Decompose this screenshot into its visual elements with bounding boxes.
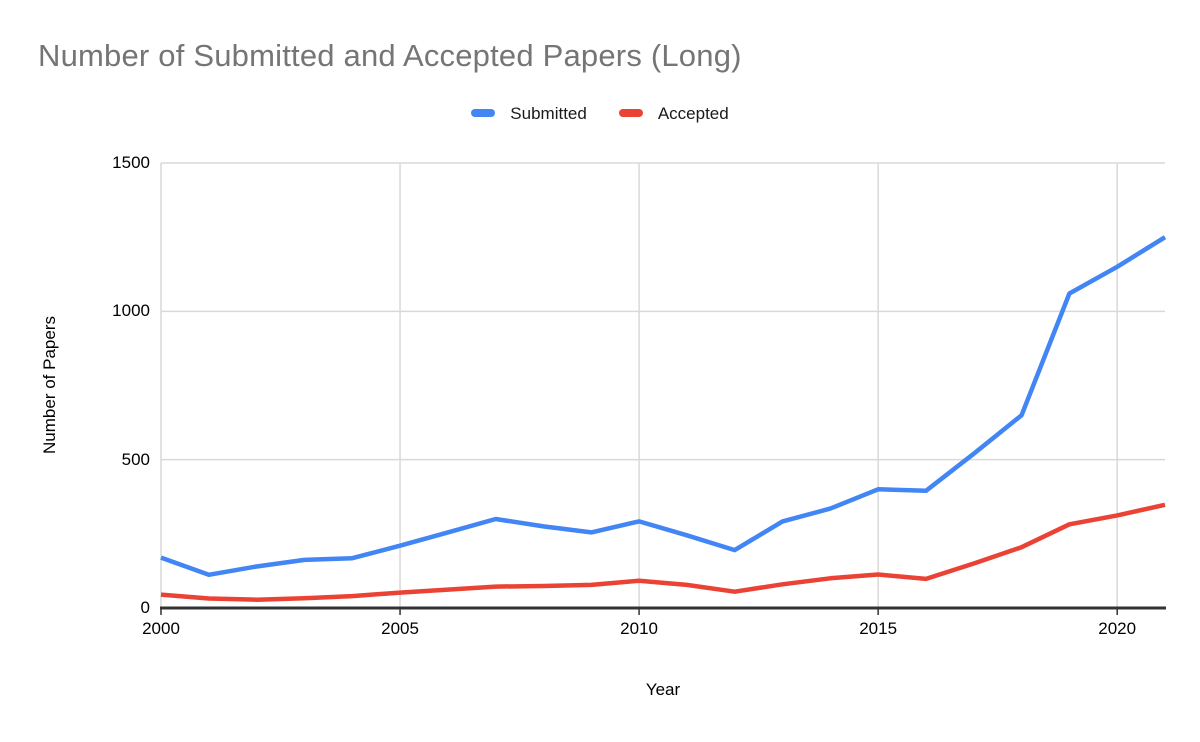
y-tick-label: 0 <box>140 598 150 617</box>
legend-swatch-submitted <box>471 109 496 117</box>
x-tick-label: 2000 <box>142 619 180 638</box>
chart-legend: Submitted Accepted <box>0 100 1200 126</box>
y-tick-label: 1000 <box>112 301 150 321</box>
y-tick-label: 1500 <box>112 153 150 172</box>
x-tick-label: 2010 <box>620 619 659 638</box>
x-axis-line <box>160 606 1166 610</box>
x-tick-label: 2015 <box>859 619 898 638</box>
legend-item-accepted: Accepted <box>618 103 729 123</box>
chart-title: Number of Submitted and Accepted Papers … <box>38 38 742 73</box>
legend-item-submitted: Submitted <box>471 105 587 122</box>
series-line-accepted <box>160 502 1166 602</box>
x-tick-label: 2020 <box>1098 619 1137 638</box>
legend-label: Submitted <box>510 103 587 123</box>
x-tick-label: 2005 <box>381 619 419 638</box>
y-axis-title: Number of Papers <box>40 316 59 454</box>
x-axis-title: Year <box>645 680 681 699</box>
y-tick-label: 500 <box>121 449 150 469</box>
legend-label: Accepted <box>657 103 729 123</box>
series-line-submitted <box>160 235 1167 578</box>
legend-swatch-accepted <box>618 109 643 117</box>
